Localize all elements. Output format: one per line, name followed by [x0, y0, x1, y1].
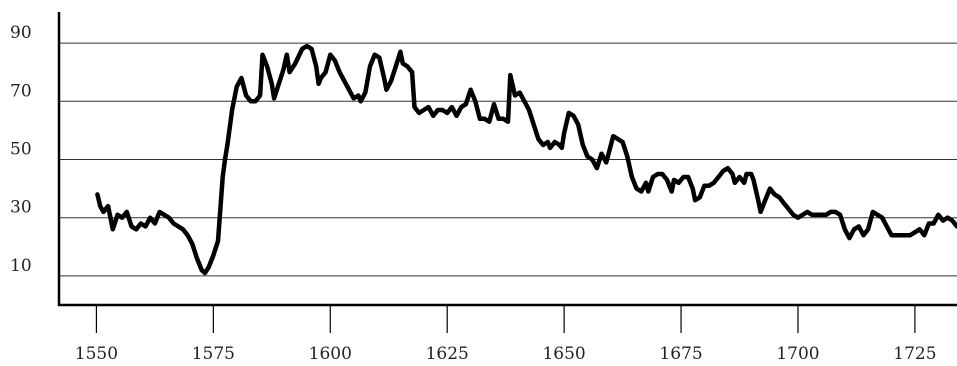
series-group: [95, 43, 957, 276]
y-tick-label: 10: [10, 256, 32, 276]
y-axis-ticks: 10 30 50 70 90: [10, 23, 32, 276]
x-tick-label: 1700: [776, 344, 819, 364]
y-tick-label: 30: [10, 198, 32, 218]
x-tick-label: 1600: [309, 344, 352, 364]
y-tick-label: 90: [10, 23, 32, 43]
y-tick-label: 50: [10, 140, 32, 160]
series-line-0: [95, 43, 957, 276]
x-tick-label: 1675: [659, 344, 702, 364]
x-tick-label: 1650: [542, 344, 585, 364]
x-tick-label: 1575: [192, 344, 235, 364]
x-tick-label: 1625: [426, 344, 469, 364]
gridlines: [59, 42, 957, 277]
x-tick-label: 1550: [75, 344, 118, 364]
x-axis-ticks: 1550 1575 1600 1625 1650 1675 1700 1725: [75, 305, 937, 364]
x-tick-label: 1725: [893, 344, 936, 364]
y-tick-label: 70: [10, 81, 32, 101]
